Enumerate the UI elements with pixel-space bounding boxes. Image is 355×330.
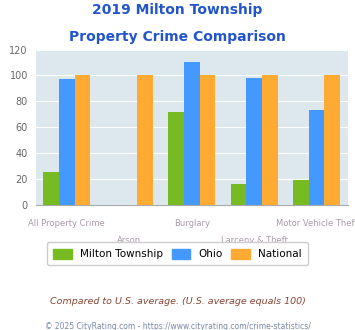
Bar <box>184 62 200 205</box>
Bar <box>137 75 153 205</box>
Bar <box>262 75 278 205</box>
Text: Motor Vehicle Theft: Motor Vehicle Theft <box>276 219 355 228</box>
Text: 2019 Milton Township: 2019 Milton Township <box>92 3 263 17</box>
Text: All Property Crime: All Property Crime <box>28 219 105 228</box>
Bar <box>43 172 59 205</box>
Text: Property Crime Comparison: Property Crime Comparison <box>69 30 286 44</box>
Bar <box>324 75 340 205</box>
Bar <box>231 184 246 205</box>
Bar <box>200 75 215 205</box>
Bar <box>168 112 184 205</box>
Bar <box>309 110 324 205</box>
Bar <box>59 79 75 205</box>
Bar <box>75 75 90 205</box>
Text: © 2025 CityRating.com - https://www.cityrating.com/crime-statistics/: © 2025 CityRating.com - https://www.city… <box>45 322 310 330</box>
Legend: Milton Township, Ohio, National: Milton Township, Ohio, National <box>47 242 308 265</box>
Text: Larceny & Theft: Larceny & Theft <box>221 236 288 245</box>
Text: Burglary: Burglary <box>174 219 210 228</box>
Bar <box>246 78 262 205</box>
Text: Compared to U.S. average. (U.S. average equals 100): Compared to U.S. average. (U.S. average … <box>50 297 305 306</box>
Text: Arson: Arson <box>117 236 141 245</box>
Bar <box>293 180 309 205</box>
